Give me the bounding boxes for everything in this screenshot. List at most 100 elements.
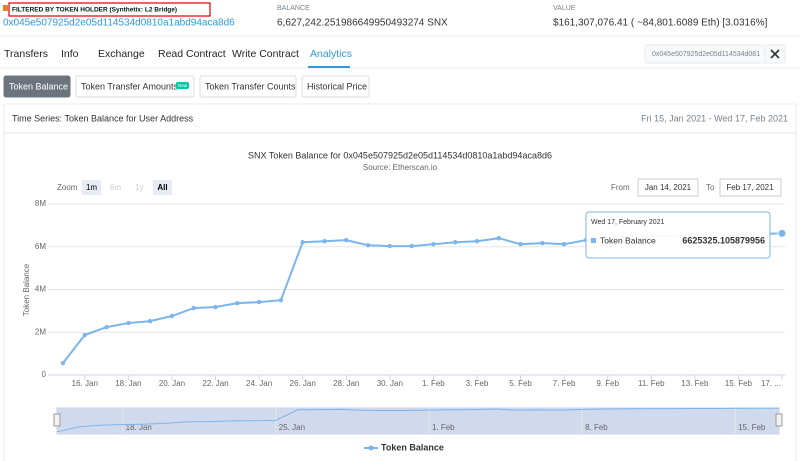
data-point[interactable] — [431, 241, 436, 247]
to-date[interactable]: Feb 17, 2021 — [726, 183, 774, 192]
data-point[interactable] — [126, 320, 131, 326]
y-tick-label: 8M — [35, 199, 46, 208]
x-tick-label: 11. Feb — [638, 379, 665, 388]
navigator-label: 25. Jan — [279, 423, 305, 432]
data-point[interactable] — [82, 332, 87, 338]
navigator-handle[interactable] — [53, 413, 61, 427]
x-tick-label: 24. Jan — [246, 379, 272, 388]
filter-label: FILTERED BY TOKEN HOLDER (Synthetix: L2 … — [12, 7, 177, 14]
data-point[interactable] — [147, 318, 153, 324]
navigator-handle[interactable] — [775, 413, 783, 427]
panel-range: Fri 15, Jan 2021 - Wed 17, Feb 2021 — [641, 113, 788, 123]
data-point[interactable] — [561, 241, 567, 247]
data-point[interactable] — [452, 240, 458, 245]
subtab[interactable] — [199, 75, 297, 98]
navigator-label: 1. Feb — [432, 423, 455, 432]
legend-marker — [368, 445, 374, 451]
data-point[interactable] — [496, 236, 501, 241]
data-point[interactable] — [169, 313, 175, 319]
tooltip — [585, 211, 771, 259]
x-tick-label: 5. Feb — [509, 379, 532, 388]
chart-title: SNX Token Balance for 0x045e507925d2e05d… — [248, 150, 552, 160]
from-label: From — [611, 183, 630, 192]
x-tick-label: 18. Jan — [115, 379, 141, 388]
data-point[interactable] — [191, 305, 196, 311]
tab[interactable]: Exchange — [98, 48, 145, 60]
tab[interactable]: Transfers — [4, 48, 48, 60]
from-input[interactable] — [637, 178, 699, 197]
zoom-button-label[interactable]: 6m — [110, 183, 121, 192]
y-tick-label: 4M — [35, 285, 46, 294]
data-point[interactable] — [300, 240, 305, 245]
tab[interactable]: Read Contract — [158, 48, 226, 60]
data-point[interactable] — [365, 243, 371, 248]
zoom-button-label[interactable]: 1y — [135, 183, 143, 192]
panel — [3, 103, 797, 461]
x-tick-label: 13. Feb — [681, 379, 709, 388]
data-point[interactable] — [409, 243, 414, 249]
x-tick-label: 3. Feb — [466, 379, 489, 388]
chart-subtitle: Source: Etherscan.io — [363, 163, 438, 172]
zoom-button-label[interactable]: 1m — [86, 183, 97, 192]
data-point[interactable] — [278, 297, 284, 303]
data-point[interactable] — [387, 243, 393, 249]
data-point[interactable] — [322, 238, 327, 244]
subtab-label[interactable]: Token Balance — [9, 81, 68, 91]
data-point[interactable] — [235, 300, 240, 306]
x-tick-label: 28. Jan — [333, 379, 359, 388]
data-point[interactable] — [474, 238, 480, 244]
x-tick-label: 15. Feb — [725, 379, 753, 388]
navigator — [56, 407, 780, 435]
tooltip-value: 6625325.105879956 — [682, 235, 765, 245]
subtab[interactable] — [301, 75, 370, 98]
from-date[interactable]: Jan 14, 2021 — [645, 183, 692, 192]
to-label: To — [706, 183, 715, 192]
x-tick-label: 22. Jan — [202, 379, 228, 388]
subtab-label[interactable]: Historical Price — [307, 81, 367, 91]
legend-label[interactable]: Token Balance — [381, 442, 444, 452]
x-tick-label: 7. Feb — [553, 379, 576, 388]
new-badge — [176, 82, 189, 89]
balance: 6,627,242.251986649950493274 SNX — [277, 18, 448, 29]
x-tick-label: 1. Feb — [422, 379, 445, 388]
data-point[interactable] — [344, 237, 349, 243]
y-tick-label: 6M — [35, 242, 46, 251]
zoom-button[interactable] — [153, 180, 172, 195]
subtab-label[interactable]: Token Transfer Counts — [205, 81, 296, 91]
tab[interactable]: Analytics — [310, 48, 352, 60]
filter-box — [8, 2, 211, 17]
subtab-label[interactable]: Token Transfer Amounts — [81, 81, 179, 91]
data-point[interactable] — [60, 360, 66, 366]
clear-icon — [770, 49, 780, 59]
tooltip-date: Wed 17, February 2021 — [591, 219, 665, 226]
data-point[interactable] — [518, 241, 523, 247]
y-tick-label: 2M — [35, 327, 46, 336]
holder-address[interactable]: 0x045e507925d2e05d114534d0810a1abd94aca8… — [3, 18, 235, 29]
navigator-line — [56, 407, 780, 433]
zoom-button[interactable] — [82, 180, 101, 195]
tab[interactable]: Info — [61, 48, 79, 60]
navigator-label: 8. Feb — [585, 423, 608, 432]
data-point[interactable] — [777, 228, 787, 238]
x-tick-label: 17. ... — [761, 379, 781, 388]
data-point[interactable] — [256, 299, 262, 305]
new-badge-label: New — [178, 83, 188, 88]
subtab[interactable] — [75, 75, 195, 98]
x-tick-label: 9. Feb — [596, 379, 619, 388]
value: $161,307,076.41 ( ~84,801.6089 Eth) [3.0… — [553, 18, 768, 29]
subtab[interactable] — [3, 75, 71, 98]
data-point[interactable] — [213, 304, 218, 310]
balance-label: BALANCE — [277, 5, 310, 12]
zoom-button-label[interactable]: All — [157, 183, 167, 192]
data-point[interactable] — [104, 324, 109, 330]
tooltip-marker — [591, 238, 596, 243]
value-label: VALUE — [553, 5, 576, 12]
zoom-label: Zoom — [57, 183, 78, 192]
data-point[interactable] — [540, 240, 545, 246]
tab[interactable]: Write Contract — [232, 48, 299, 60]
y-axis-label: Token Balance — [22, 263, 31, 316]
to-input[interactable] — [719, 178, 782, 197]
navigator-label: 15. Feb — [738, 423, 766, 432]
search-text[interactable]: 0x045e507925d2e05d114534d0810a1abd94aca8… — [652, 51, 800, 58]
